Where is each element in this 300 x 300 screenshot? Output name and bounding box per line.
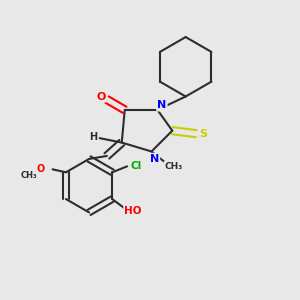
Text: N: N <box>150 154 159 164</box>
Text: N: N <box>157 100 167 110</box>
Text: CH₃: CH₃ <box>165 162 183 171</box>
Text: O: O <box>37 164 45 174</box>
Text: O: O <box>96 92 106 101</box>
Text: HO: HO <box>124 206 142 216</box>
Text: S: S <box>200 129 208 139</box>
Text: CH₃: CH₃ <box>20 171 37 180</box>
Text: Cl: Cl <box>130 161 142 171</box>
Text: H: H <box>89 132 98 142</box>
